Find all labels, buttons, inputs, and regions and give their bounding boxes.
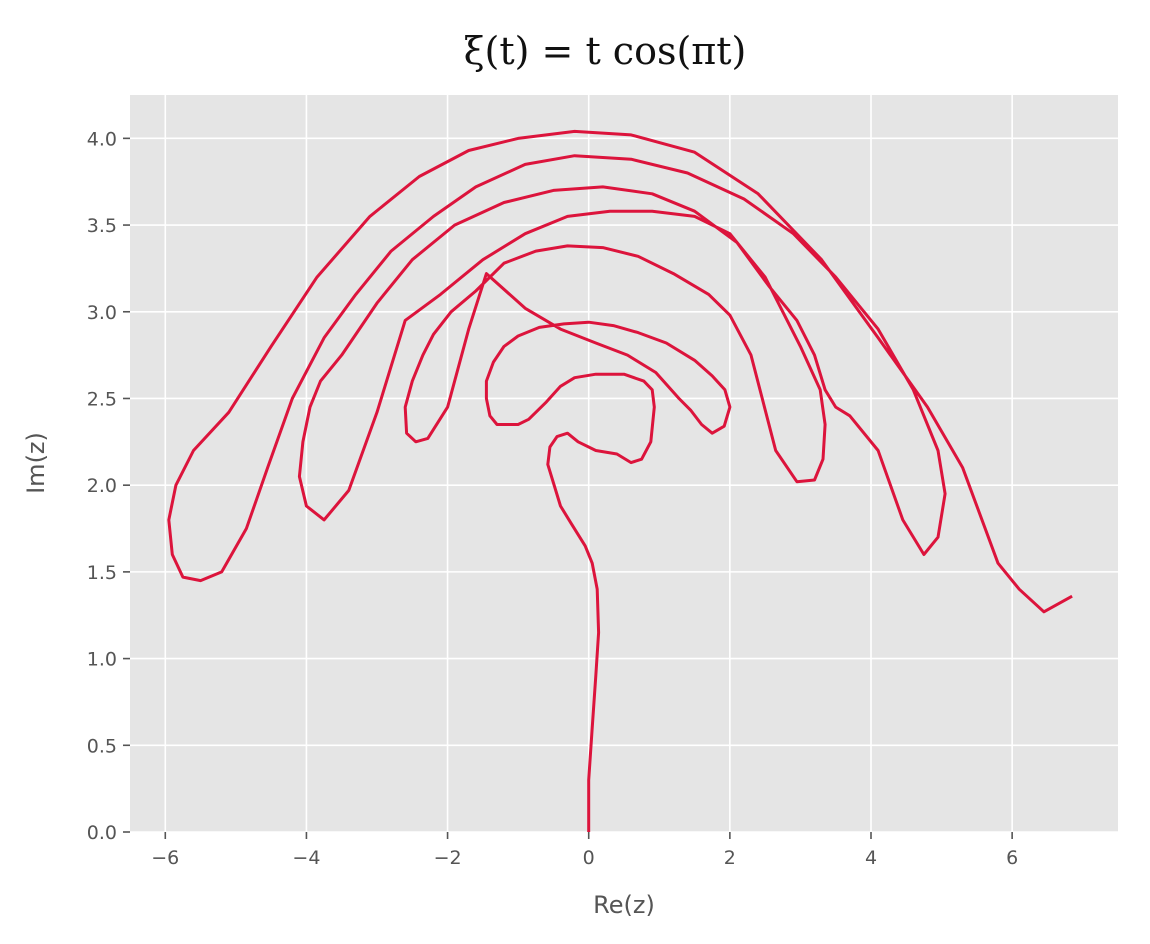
y-tick-label: 2.0	[87, 475, 117, 497]
y-tick-label: 1.5	[87, 562, 117, 584]
y-tick-label: 1.0	[87, 649, 117, 671]
ticks: −6 −4 −2 0 2 4 6 0.0 0.5 1.0 1.5 2.0 2.5 3.0 3.5 4.0	[87, 128, 1018, 869]
y-axis-label: Im(z)	[22, 432, 50, 494]
plot-background	[130, 95, 1118, 832]
y-tick-label: 3.5	[87, 215, 117, 237]
x-tick-label: −4	[292, 847, 320, 869]
x-tick-label: −6	[151, 847, 179, 869]
x-tick-label: −2	[434, 847, 462, 869]
y-tick-label: 0.0	[87, 822, 117, 844]
y-tick-label: 0.5	[87, 735, 117, 757]
y-tick-label: 2.5	[87, 388, 117, 410]
x-tick-label: 2	[724, 847, 736, 869]
x-tick-label: 6	[1006, 847, 1018, 869]
y-tick-label: 3.0	[87, 302, 117, 324]
x-axis-label: Re(z)	[593, 891, 655, 919]
grid	[130, 95, 1118, 833]
series-layer	[167, 129, 1073, 832]
y-tick-label: 4.0	[87, 128, 117, 150]
chart-title: ξ(t) = t cos(πt)	[464, 29, 747, 73]
x-tick-label: 0	[583, 847, 595, 869]
series-line	[167, 129, 1073, 832]
x-tick-label: 4	[865, 847, 877, 869]
